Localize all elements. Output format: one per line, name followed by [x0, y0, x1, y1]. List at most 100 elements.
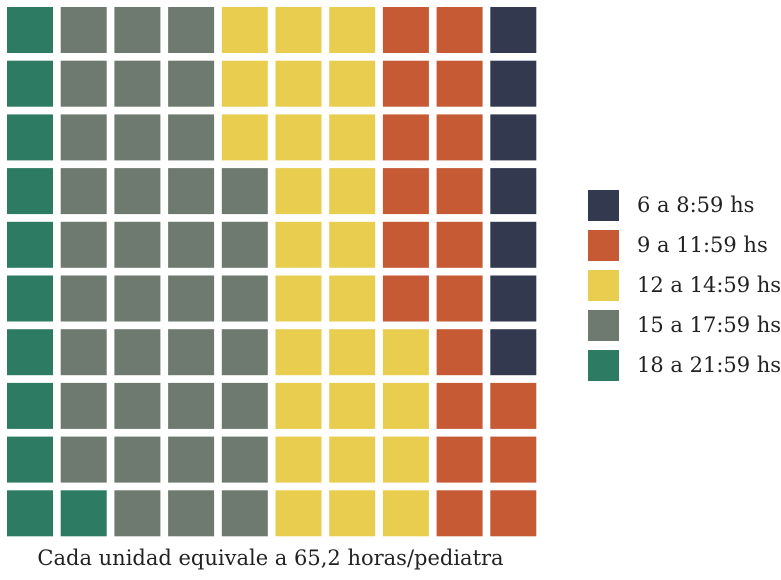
waffle-cell — [7, 221, 53, 268]
waffle-cell — [7, 7, 53, 53]
waffle-cell — [168, 436, 215, 483]
waffle-cell — [114, 7, 161, 53]
waffle-cell — [275, 114, 322, 161]
waffle-cell — [168, 329, 215, 376]
waffle-cell — [490, 168, 537, 215]
waffle-cell — [329, 7, 376, 53]
waffle-cell — [168, 490, 215, 537]
chart-caption: Cada unidad equivale a 65,2 horas/pediat… — [37, 546, 504, 570]
waffle-cell — [168, 168, 215, 215]
waffle-cell — [7, 329, 53, 376]
waffle-cell — [382, 382, 429, 429]
waffle-cell — [490, 436, 537, 483]
legend-label: 12 a 14:59 hs — [637, 273, 781, 297]
waffle-cell — [221, 382, 268, 429]
legend-item-6-a-8-59: 6 a 8:59 hs — [588, 188, 781, 222]
waffle-cell — [382, 7, 429, 53]
waffle-cell — [436, 221, 483, 268]
waffle-cell — [7, 436, 53, 483]
waffle-cell — [221, 114, 268, 161]
waffle-cell — [382, 329, 429, 376]
waffle-cell — [382, 275, 429, 322]
waffle-cell — [329, 168, 376, 215]
waffle-cell — [382, 60, 429, 107]
legend-swatch — [588, 229, 619, 261]
legend-label: 15 a 17:59 hs — [637, 313, 781, 337]
waffle-cell — [382, 490, 429, 537]
legend-item-15-a-17-59: 15 a 17:59 hs — [588, 308, 781, 342]
waffle-cell — [329, 221, 376, 268]
waffle-cell — [382, 114, 429, 161]
waffle-cell — [168, 114, 215, 161]
waffle-cell — [221, 168, 268, 215]
waffle-cell — [436, 382, 483, 429]
waffle-cell — [221, 60, 268, 107]
waffle-cell — [114, 329, 161, 376]
waffle-cell — [60, 221, 107, 268]
waffle-cell — [7, 382, 53, 429]
waffle-cell — [114, 114, 161, 161]
waffle-cell — [275, 275, 322, 322]
waffle-cell — [275, 7, 322, 53]
waffle-cell — [60, 329, 107, 376]
waffle-cell — [382, 168, 429, 215]
waffle-cell — [168, 275, 215, 322]
waffle-cell — [60, 275, 107, 322]
waffle-cell — [7, 114, 53, 161]
waffle-cell — [7, 60, 53, 107]
waffle-cell — [168, 221, 215, 268]
waffle-cell — [221, 221, 268, 268]
waffle-cell — [490, 382, 537, 429]
waffle-cell — [329, 114, 376, 161]
waffle-cell — [490, 275, 537, 322]
waffle-cell — [436, 329, 483, 376]
waffle-cell — [275, 221, 322, 268]
waffle-cell — [490, 221, 537, 268]
waffle-chart — [7, 7, 537, 537]
waffle-cell — [114, 60, 161, 107]
waffle-cell — [490, 329, 537, 376]
waffle-cell — [436, 490, 483, 537]
legend-swatch — [588, 309, 619, 341]
waffle-cell — [221, 7, 268, 53]
waffle-cell — [436, 114, 483, 161]
waffle-cell — [436, 436, 483, 483]
waffle-cell — [436, 275, 483, 322]
waffle-cell — [168, 60, 215, 107]
waffle-cell — [114, 382, 161, 429]
waffle-cell — [329, 490, 376, 537]
waffle-cell — [275, 168, 322, 215]
waffle-cell — [329, 275, 376, 322]
waffle-cell — [221, 329, 268, 376]
waffle-cell — [7, 490, 53, 537]
waffle-cell — [275, 436, 322, 483]
waffle-cell — [221, 490, 268, 537]
legend-swatch — [588, 189, 619, 221]
waffle-cell — [490, 490, 537, 537]
waffle-cell — [275, 382, 322, 429]
legend: 6 a 8:59 hs 9 a 11:59 hs 12 a 14:59 hs 1… — [588, 188, 781, 388]
waffle-cell — [168, 382, 215, 429]
waffle-cell — [329, 436, 376, 483]
waffle-cell — [382, 436, 429, 483]
waffle-cell — [490, 7, 537, 53]
waffle-cell — [221, 275, 268, 322]
legend-swatch — [588, 349, 619, 381]
waffle-cell — [275, 329, 322, 376]
waffle-cell — [60, 7, 107, 53]
waffle-cell — [168, 7, 215, 53]
waffle-cell — [490, 60, 537, 107]
waffle-cell — [436, 60, 483, 107]
waffle-cell — [60, 382, 107, 429]
legend-swatch — [588, 269, 619, 301]
legend-item-12-a-14-59: 12 a 14:59 hs — [588, 268, 781, 302]
waffle-cell — [114, 168, 161, 215]
waffle-cell — [114, 490, 161, 537]
waffle-cell — [114, 275, 161, 322]
waffle-cell — [490, 114, 537, 161]
waffle-cell — [275, 60, 322, 107]
legend-item-18-a-21-59: 18 a 21:59 hs — [588, 348, 781, 382]
waffle-cell — [436, 168, 483, 215]
waffle-cell — [382, 221, 429, 268]
legend-item-9-a-11-59: 9 a 11:59 hs — [588, 228, 781, 262]
